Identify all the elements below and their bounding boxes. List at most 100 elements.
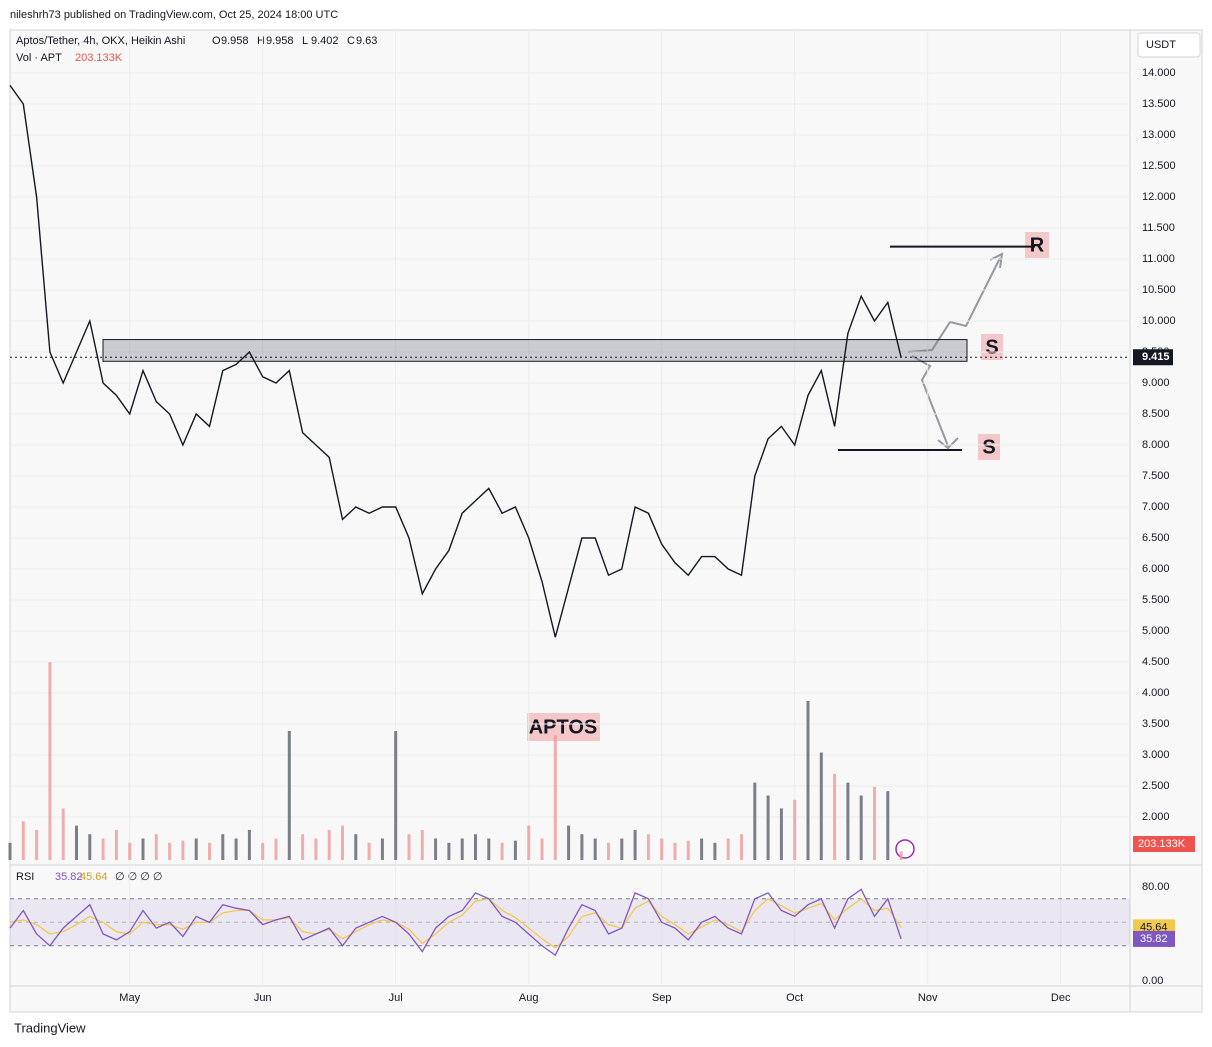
volume-bar [194, 838, 198, 860]
x-tick-label: Sep [652, 992, 672, 1004]
volume-bar [859, 795, 863, 860]
volume-bar [713, 842, 717, 860]
annotation-bg [1025, 232, 1049, 258]
volume-bar [460, 838, 464, 860]
volume-bar [394, 731, 398, 860]
y-tick-label: 3.500 [1142, 718, 1170, 730]
ohlc-label: H [257, 35, 265, 47]
ohlc-value: 9.958 [266, 35, 294, 47]
x-tick-label: Jun [254, 992, 272, 1004]
rsi-ma-tag-label: 45.64 [1140, 921, 1168, 933]
volume-bar [620, 838, 624, 860]
volume-bar [740, 834, 743, 860]
ohlc-value: 9.958 [221, 35, 249, 47]
volume-bar [806, 700, 810, 860]
volume-bar [793, 799, 797, 860]
ohlc-label: O [212, 35, 221, 47]
x-tick-label: May [119, 992, 140, 1004]
rsi-tick-label: 80.00 [1142, 881, 1170, 893]
volume-last: 203.133K [75, 52, 123, 64]
volume-bar [314, 838, 318, 860]
volume-bar [327, 829, 331, 860]
volume-bar [75, 825, 78, 860]
volume-bar [208, 842, 211, 860]
x-tick-label: Nov [918, 992, 938, 1004]
volume-bar [434, 838, 438, 860]
volume-bar [819, 752, 823, 860]
volume-bar [8, 842, 12, 860]
volume-bar [61, 808, 65, 860]
volume-bar [287, 731, 291, 860]
y-tick-label: 2.000 [1142, 811, 1170, 823]
y-tick-label: 10.000 [1142, 315, 1176, 327]
volume-bar [899, 851, 903, 860]
ohlc-value: 9.402 [311, 35, 339, 47]
volume-bar [633, 829, 637, 860]
y-tick-label: 7.500 [1142, 470, 1170, 482]
rsi-tag-label: 35.82 [1140, 933, 1168, 945]
volume-bar [234, 838, 238, 860]
volume-bar [447, 842, 451, 860]
volume-bar [686, 840, 690, 860]
legend: Aptos/Tether, 4h, OKX, Heikin Ashi O 9.95… [16, 35, 377, 47]
ohlc-value: 9.63 [356, 35, 377, 47]
volume-bar [873, 786, 876, 860]
volume-bar [380, 838, 384, 860]
volume-bar [607, 842, 610, 860]
x-tick-label: Jul [389, 992, 403, 1004]
volume-bar [48, 662, 52, 860]
y-tick-label: 6.000 [1142, 563, 1170, 575]
y-tick-label: 8.500 [1142, 408, 1170, 420]
y-tick-label: 5.500 [1142, 594, 1170, 606]
volume-bar [301, 834, 305, 860]
rsi-ma-line [9, 897, 902, 949]
volume-bar [341, 825, 344, 860]
y-tick-label: 10.500 [1142, 284, 1176, 296]
volume-bar [474, 834, 477, 860]
y-tick-label: 7.000 [1142, 501, 1170, 513]
rsi-extra: ∅ ∅ ∅ ∅ [115, 871, 163, 883]
rsi-label: RSI [16, 871, 34, 883]
x-tick-label: Oct [786, 992, 803, 1004]
rsi-tick-label: 0.00 [1142, 975, 1163, 987]
volume-bar [21, 821, 25, 860]
volume-bar [181, 840, 185, 860]
volume-bar [513, 840, 517, 860]
ohlc-label: L [302, 35, 308, 47]
volume-bar [420, 829, 424, 860]
annotation: S [982, 436, 995, 458]
y-tick-label: 11.000 [1142, 253, 1175, 265]
volume-bar [540, 838, 544, 860]
volume-bar [154, 834, 158, 860]
annotation: R [1030, 234, 1045, 256]
volume-bar [833, 774, 837, 860]
y-tick-label: 11.500 [1142, 222, 1175, 234]
volume-bar [766, 795, 770, 860]
y-tick-label: 14.000 [1142, 67, 1176, 79]
volume-bar [646, 834, 650, 860]
y-tick-label: 13.000 [1142, 129, 1176, 141]
volume-bar [700, 838, 704, 860]
rsi-value: 35.82 [55, 871, 83, 883]
y-tick-label: 6.500 [1142, 532, 1170, 544]
volume-tag-label: 203.133K [1138, 838, 1186, 850]
ohlc-label: C [347, 35, 355, 47]
y-tick-label: 4.000 [1142, 687, 1170, 699]
rsi-ma-value: 45.64 [80, 871, 108, 883]
x-tick-label: Dec [1051, 992, 1071, 1004]
volume-bar [128, 842, 132, 860]
volume-tag [1133, 836, 1195, 852]
y-tick-label: 5.000 [1142, 625, 1170, 637]
volume-bar [274, 838, 278, 860]
volume-bar [500, 842, 504, 860]
volume-bar [779, 808, 783, 860]
annotation: APTOS [529, 716, 598, 738]
volume-bar [354, 834, 358, 860]
alert-icon[interactable] [895, 839, 915, 859]
currency-button[interactable] [1137, 32, 1201, 58]
volume-bar [487, 838, 491, 860]
volume-bar [553, 735, 557, 860]
annotation-bg [527, 713, 600, 741]
arrow-head [989, 252, 1004, 269]
